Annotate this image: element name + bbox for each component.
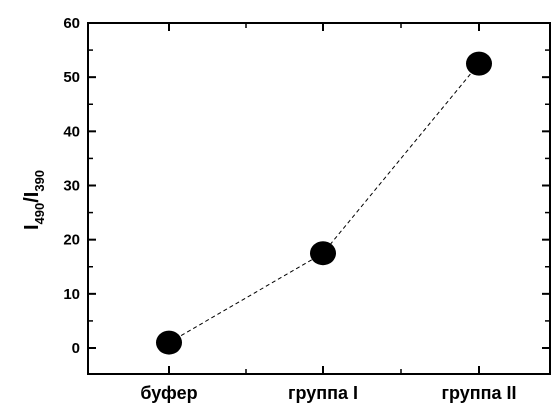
y-tick-label: 10: [63, 286, 80, 303]
plot-border: [87, 22, 551, 375]
x-category-label: группа I: [288, 383, 358, 403]
y-tick-label: 0: [72, 340, 80, 357]
y-axis-label: I490/I390: [21, 170, 47, 230]
data-point: [466, 51, 492, 76]
data-point: [310, 241, 336, 266]
y-axis: 0 10 20 30 40 50 60: [63, 15, 550, 357]
series-connector-line: [168, 63, 480, 344]
y-tick-label: 40: [63, 123, 80, 140]
data-point: [156, 330, 182, 355]
y-tick-label: 30: [63, 178, 80, 195]
y-tick-label: 50: [63, 69, 80, 86]
y-tick-label: 60: [63, 15, 80, 32]
x-axis: буфер группа I группа II: [140, 23, 517, 403]
data-points: [156, 51, 492, 355]
x-category-label: буфер: [140, 383, 197, 403]
y-tick-label: 20: [63, 232, 80, 249]
x-category-label: группа II: [441, 383, 516, 403]
plot-frame: [87, 22, 551, 375]
